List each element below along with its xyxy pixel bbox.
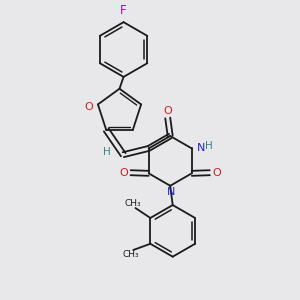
Text: O: O <box>119 168 128 178</box>
Text: O: O <box>212 168 221 178</box>
Text: H: H <box>205 141 213 151</box>
Text: CH₃: CH₃ <box>124 199 141 208</box>
Text: O: O <box>85 102 94 112</box>
Text: O: O <box>164 106 172 116</box>
Text: CH₃: CH₃ <box>122 250 139 259</box>
Text: F: F <box>120 4 127 17</box>
Text: N: N <box>167 187 175 197</box>
Text: N: N <box>197 142 205 152</box>
Text: H: H <box>103 147 111 157</box>
